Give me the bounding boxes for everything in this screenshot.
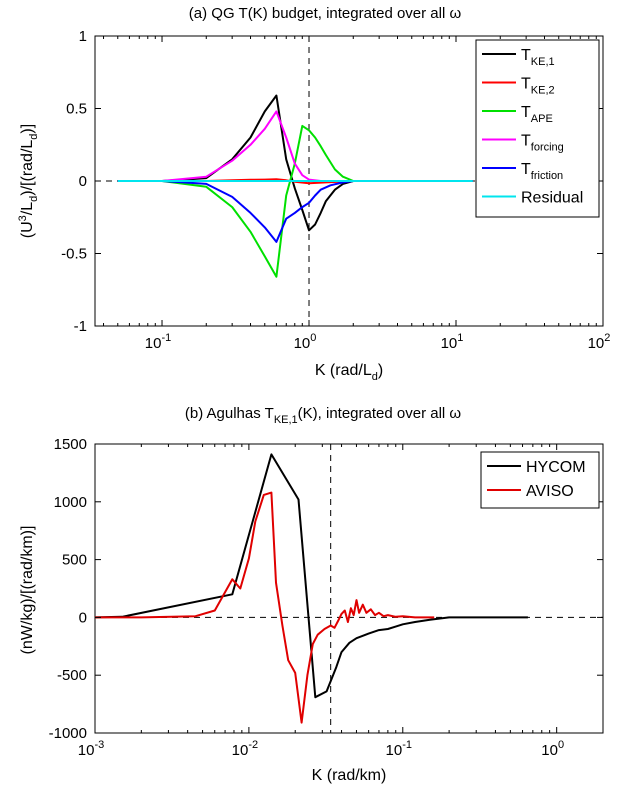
y-tick-label: 0.5 (66, 101, 87, 118)
x-tick-label: 102 (588, 332, 611, 352)
panel-a-y-axis-label: (U3/Ld)/[(rad/Ld)] (17, 124, 40, 238)
y-tick-label: 0 (79, 173, 87, 190)
x-tick-label: 10-2 (232, 739, 258, 759)
legend-entry-label: TAPE (521, 104, 553, 125)
series-line-t-ape (117, 124, 473, 278)
series-line-aviso (95, 491, 435, 724)
panel-a-title: (a) QG T(K) budget, integrated over all … (189, 5, 462, 22)
x-tick-label: 100 (541, 739, 564, 759)
legend-entry-label: Tfriction (521, 161, 563, 182)
series-line-hycom (94, 453, 528, 699)
panel-b-legend: HYCOM AVISO (480, 451, 600, 509)
panel-b-y-axis-label: (nW/kg)/[(rad/km)] (19, 526, 36, 655)
panel-b: (b) Agulhas TKE,1(K), integrated over al… (19, 405, 604, 784)
legend-box (475, 39, 600, 218)
panel-a-x-axis-label: K (rad/Ld) (315, 362, 383, 383)
y-tick-label: -500 (57, 667, 87, 684)
panel-b-plot-area (94, 443, 604, 734)
legend-entry-label: Residual (521, 190, 583, 207)
y-tick-label: -0.5 (61, 246, 87, 263)
series-line-t-forcing (117, 110, 473, 182)
y-tick-label: 1000 (54, 494, 87, 511)
legend-entry-label: AVISO (526, 483, 574, 500)
y-tick-label: 500 (62, 552, 87, 569)
x-tick-label: 10-3 (78, 739, 104, 759)
legend-box (480, 451, 600, 509)
x-tick-label: 10-1 (386, 739, 412, 759)
legend-entry-label: TKE,1 (521, 47, 555, 68)
series-line-t-friction (117, 180, 473, 243)
panel-b-title: (b) Agulhas TKE,1(K), integrated over al… (185, 405, 462, 426)
x-tick-label: 100 (294, 332, 317, 352)
panel-b-x-axis-label: K (rad/km) (312, 767, 387, 784)
y-tick-label: 1 (79, 28, 87, 45)
y-tick-label: 1500 (54, 436, 87, 453)
legend-entry-label: Tforcing (521, 133, 564, 154)
panel-a: (a) QG T(K) budget, integrated over all … (17, 5, 610, 383)
panel-a-legend: TKE,1 TKE,2 TAPE Tforcing Tfriction Residual (475, 39, 600, 218)
legend-entry-label: TKE,2 (521, 76, 555, 97)
x-tick-label: 10-1 (145, 332, 171, 352)
y-tick-label: -1000 (49, 725, 87, 742)
x-tick-label: 101 (441, 332, 464, 352)
y-tick-label: 0 (79, 609, 87, 626)
legend-entry-label: HYCOM (526, 459, 586, 476)
y-tick-label: -1 (74, 318, 87, 335)
series-line-t-ke-1 (117, 94, 473, 232)
